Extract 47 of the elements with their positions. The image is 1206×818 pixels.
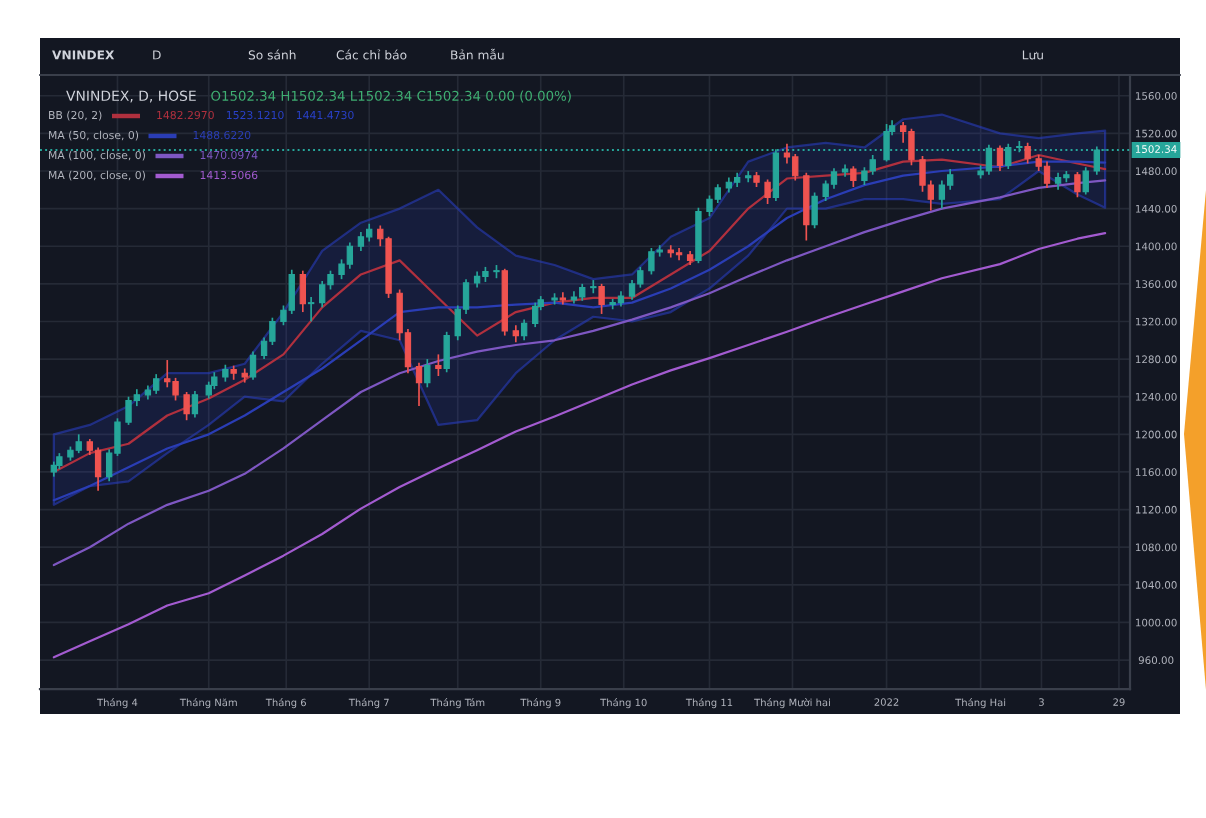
candlestick — [830, 167, 838, 190]
candlestick — [520, 318, 528, 342]
candlestick — [908, 127, 915, 167]
candlestick — [869, 154, 876, 176]
candlestick — [125, 395, 132, 426]
candlestick — [598, 283, 605, 315]
candlestick — [299, 269, 307, 313]
candlestick — [415, 362, 423, 407]
candlestick — [307, 296, 315, 323]
candlestick — [435, 353, 442, 377]
candlestick — [637, 266, 644, 289]
candlestick — [667, 244, 674, 259]
candlestick — [919, 155, 926, 193]
candlestick — [559, 291, 567, 306]
candlestick — [191, 390, 199, 419]
candlestick — [75, 433, 82, 454]
candlestick — [714, 183, 721, 204]
candlestick — [850, 165, 857, 188]
candlestick — [357, 231, 365, 252]
candlestick — [1074, 171, 1081, 199]
candlestick — [675, 247, 683, 262]
line-series — [52, 231, 1107, 659]
candlestick — [822, 179, 829, 202]
candlestick — [164, 359, 171, 389]
candlestick — [706, 194, 713, 217]
candlestick — [764, 178, 771, 205]
candlestick — [183, 391, 190, 422]
candlestick — [424, 358, 431, 389]
candlestick — [346, 241, 354, 270]
candlestick — [288, 268, 295, 315]
candlestick — [249, 350, 257, 381]
candlestick — [172, 377, 179, 402]
candlestick — [1024, 141, 1031, 165]
candlestick — [811, 191, 818, 230]
candlestick — [153, 373, 160, 395]
candlestick — [648, 247, 655, 276]
candlestick — [443, 330, 450, 374]
candlestick — [590, 279, 597, 295]
candlestick — [996, 144, 1004, 172]
candlestick — [1043, 160, 1051, 189]
candlestick — [532, 301, 539, 328]
candlestick — [94, 446, 102, 492]
candlestick — [570, 290, 578, 305]
candlestick — [938, 179, 946, 210]
candlestick — [1082, 166, 1089, 196]
candlestick — [792, 153, 799, 182]
candlestick — [318, 280, 326, 309]
